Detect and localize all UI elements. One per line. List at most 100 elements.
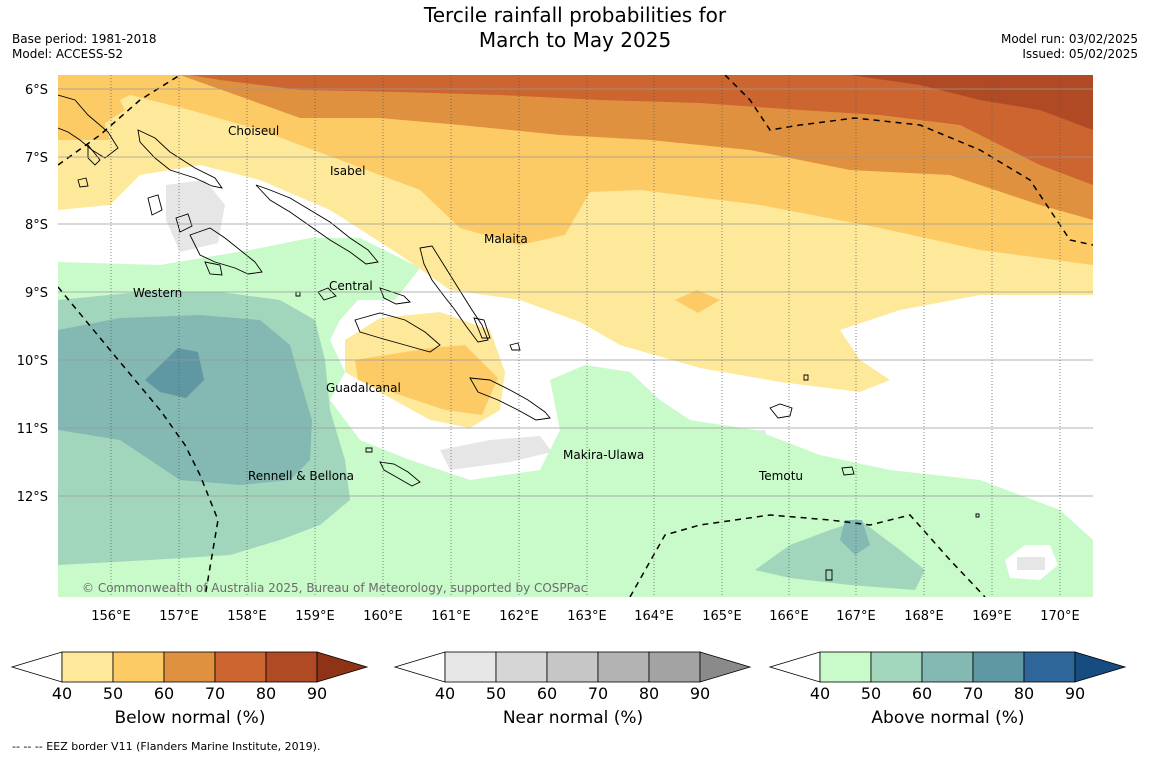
colorbar-segment (648, 651, 701, 683)
province-label: Central (329, 279, 373, 293)
below-guadalcanal-60 (355, 345, 498, 415)
island-new-georgia (189, 227, 263, 275)
province-labels: Choiseul Isabel Malaita Central Western Guada… (133, 124, 803, 483)
longitude-labels: 156°E 157°E 158°E 159°E 160°E 161°E 162°E 163°E… (91, 609, 1080, 624)
above-south-patch-70 (840, 520, 870, 555)
island-tikopia (975, 513, 980, 518)
island-rendova (204, 261, 223, 276)
colorbars: 40 50 60 70 80 90 40 50 60 70 80 90 40 50 60 70 80 90 (10, 651, 1127, 700)
below-80-field (190, 75, 1093, 185)
province-label: Malaita (484, 232, 528, 246)
colorbar-segment (870, 651, 923, 683)
base-period: Base period: 1981-2018 (12, 32, 157, 46)
province-label: Western (133, 286, 182, 300)
island-bougainville (58, 94, 119, 159)
lon-label: 169°E (972, 609, 1012, 624)
island-ulawa (509, 342, 521, 351)
copyright-text: © Commonwealth of Australia 2025, Bureau… (82, 581, 587, 595)
colorbar-tick: 40 (810, 684, 830, 700)
colorbar-tick: 60 (537, 684, 557, 700)
island-florida (317, 287, 337, 301)
colorbar-tick: 60 (912, 684, 932, 700)
eez-legend-note: -- -- -- EEZ border V11 (Flanders Marine… (12, 740, 321, 753)
island-bellona (365, 447, 373, 453)
below-east-patch-60 (675, 290, 720, 313)
chart-title: Tercile rainfall probabilities for March… (0, 3, 1150, 53)
eez-border-west (58, 286, 219, 597)
island-shortland (77, 177, 89, 188)
lat-label: 11°S (17, 422, 48, 437)
island-makira (469, 377, 551, 421)
lon-label: 159°E (295, 609, 335, 624)
colorbar-segment (214, 651, 267, 683)
island-vanikoro (841, 466, 855, 476)
colorbar-extend-low (10, 651, 63, 683)
colorbar-tick: 80 (1014, 684, 1034, 700)
colorbar-extend-high (1074, 651, 1127, 683)
latitude-gridlines (58, 88, 1093, 497)
province-label: Guadalcanal (326, 381, 401, 395)
colorbar-tick: 50 (861, 684, 881, 700)
meta-left: Base period: 1981-2018 Model: ACCESS-S2 (12, 32, 157, 62)
lon-label: 163°E (567, 609, 607, 624)
colorbar-near-label: Near normal (%) (502, 708, 644, 728)
island-isabel (255, 184, 379, 265)
colorbar-extend-high (316, 651, 369, 683)
island-choiseul (137, 129, 224, 189)
model-name: Model: ACCESS-S2 (12, 47, 124, 61)
title-line-2: March to May 2025 (478, 28, 672, 52)
issued-date: Issued: 05/02/2025 (1022, 47, 1138, 61)
colorbar-extend-low (768, 651, 821, 683)
lon-label: 165°E (702, 609, 742, 624)
province-label: Choiseul (228, 124, 279, 138)
province-label: Rennell & Bellona (248, 469, 354, 483)
lon-label: 167°E (836, 609, 876, 624)
eez-border-northwest (58, 75, 181, 166)
colorbar-above-label: Above normal (%) (871, 708, 1025, 728)
above-70-field (58, 315, 312, 485)
island-santa-cruz (769, 403, 793, 419)
colorbar-tick: 90 (690, 684, 710, 700)
island-rennell (379, 461, 421, 487)
island-maramasike (473, 317, 491, 339)
lon-label: 161°E (431, 609, 471, 624)
colorbar-tick: 50 (486, 684, 506, 700)
lat-label: 7°S (25, 151, 48, 166)
colorbar-tick: 70 (588, 684, 608, 700)
colorbar-segment (495, 651, 548, 683)
colorbar-tick: 70 (963, 684, 983, 700)
lon-label: 160°E (363, 609, 403, 624)
colorbar-segment (597, 651, 650, 683)
province-label: Temotu (758, 469, 803, 483)
colorbar-tick: 60 (154, 684, 174, 700)
lat-label: 6°S (25, 83, 48, 98)
colorbar: 40 50 60 70 80 90 (393, 651, 752, 700)
colorbar-tick: 50 (103, 684, 123, 700)
colorbar: 40 50 60 70 80 90 (768, 651, 1127, 700)
title-line-1: Tercile rainfall probabilities for (423, 3, 727, 27)
island-kolombangara (175, 213, 193, 233)
province-label: Isabel (330, 164, 365, 178)
above-80-field (145, 348, 204, 398)
colorbar-segment (265, 651, 318, 683)
white-hole-south-grey (1017, 557, 1045, 570)
lon-label: 157°E (159, 609, 199, 624)
colorbar-segment (546, 651, 599, 683)
colorbar-segment (61, 651, 114, 683)
island-vella (147, 194, 163, 216)
colorbar-extend-low (393, 651, 446, 683)
island-reef (803, 374, 809, 381)
lon-label: 164°E (634, 609, 674, 624)
longitude-gridlines (110, 75, 1061, 597)
colorbar-segment (972, 651, 1025, 683)
lat-label: 10°S (17, 354, 48, 369)
colorbar-segment (163, 651, 216, 683)
probability-fields (58, 75, 1093, 597)
lon-label: 170°E (1040, 609, 1080, 624)
colorbar-tick: 40 (52, 684, 72, 700)
lat-label: 8°S (25, 218, 48, 233)
colorbar-segment (1023, 651, 1076, 683)
province-label: Makira-Ulawa (563, 448, 644, 462)
eez-border-north (724, 75, 1093, 246)
colorbar-tick: 70 (205, 684, 225, 700)
